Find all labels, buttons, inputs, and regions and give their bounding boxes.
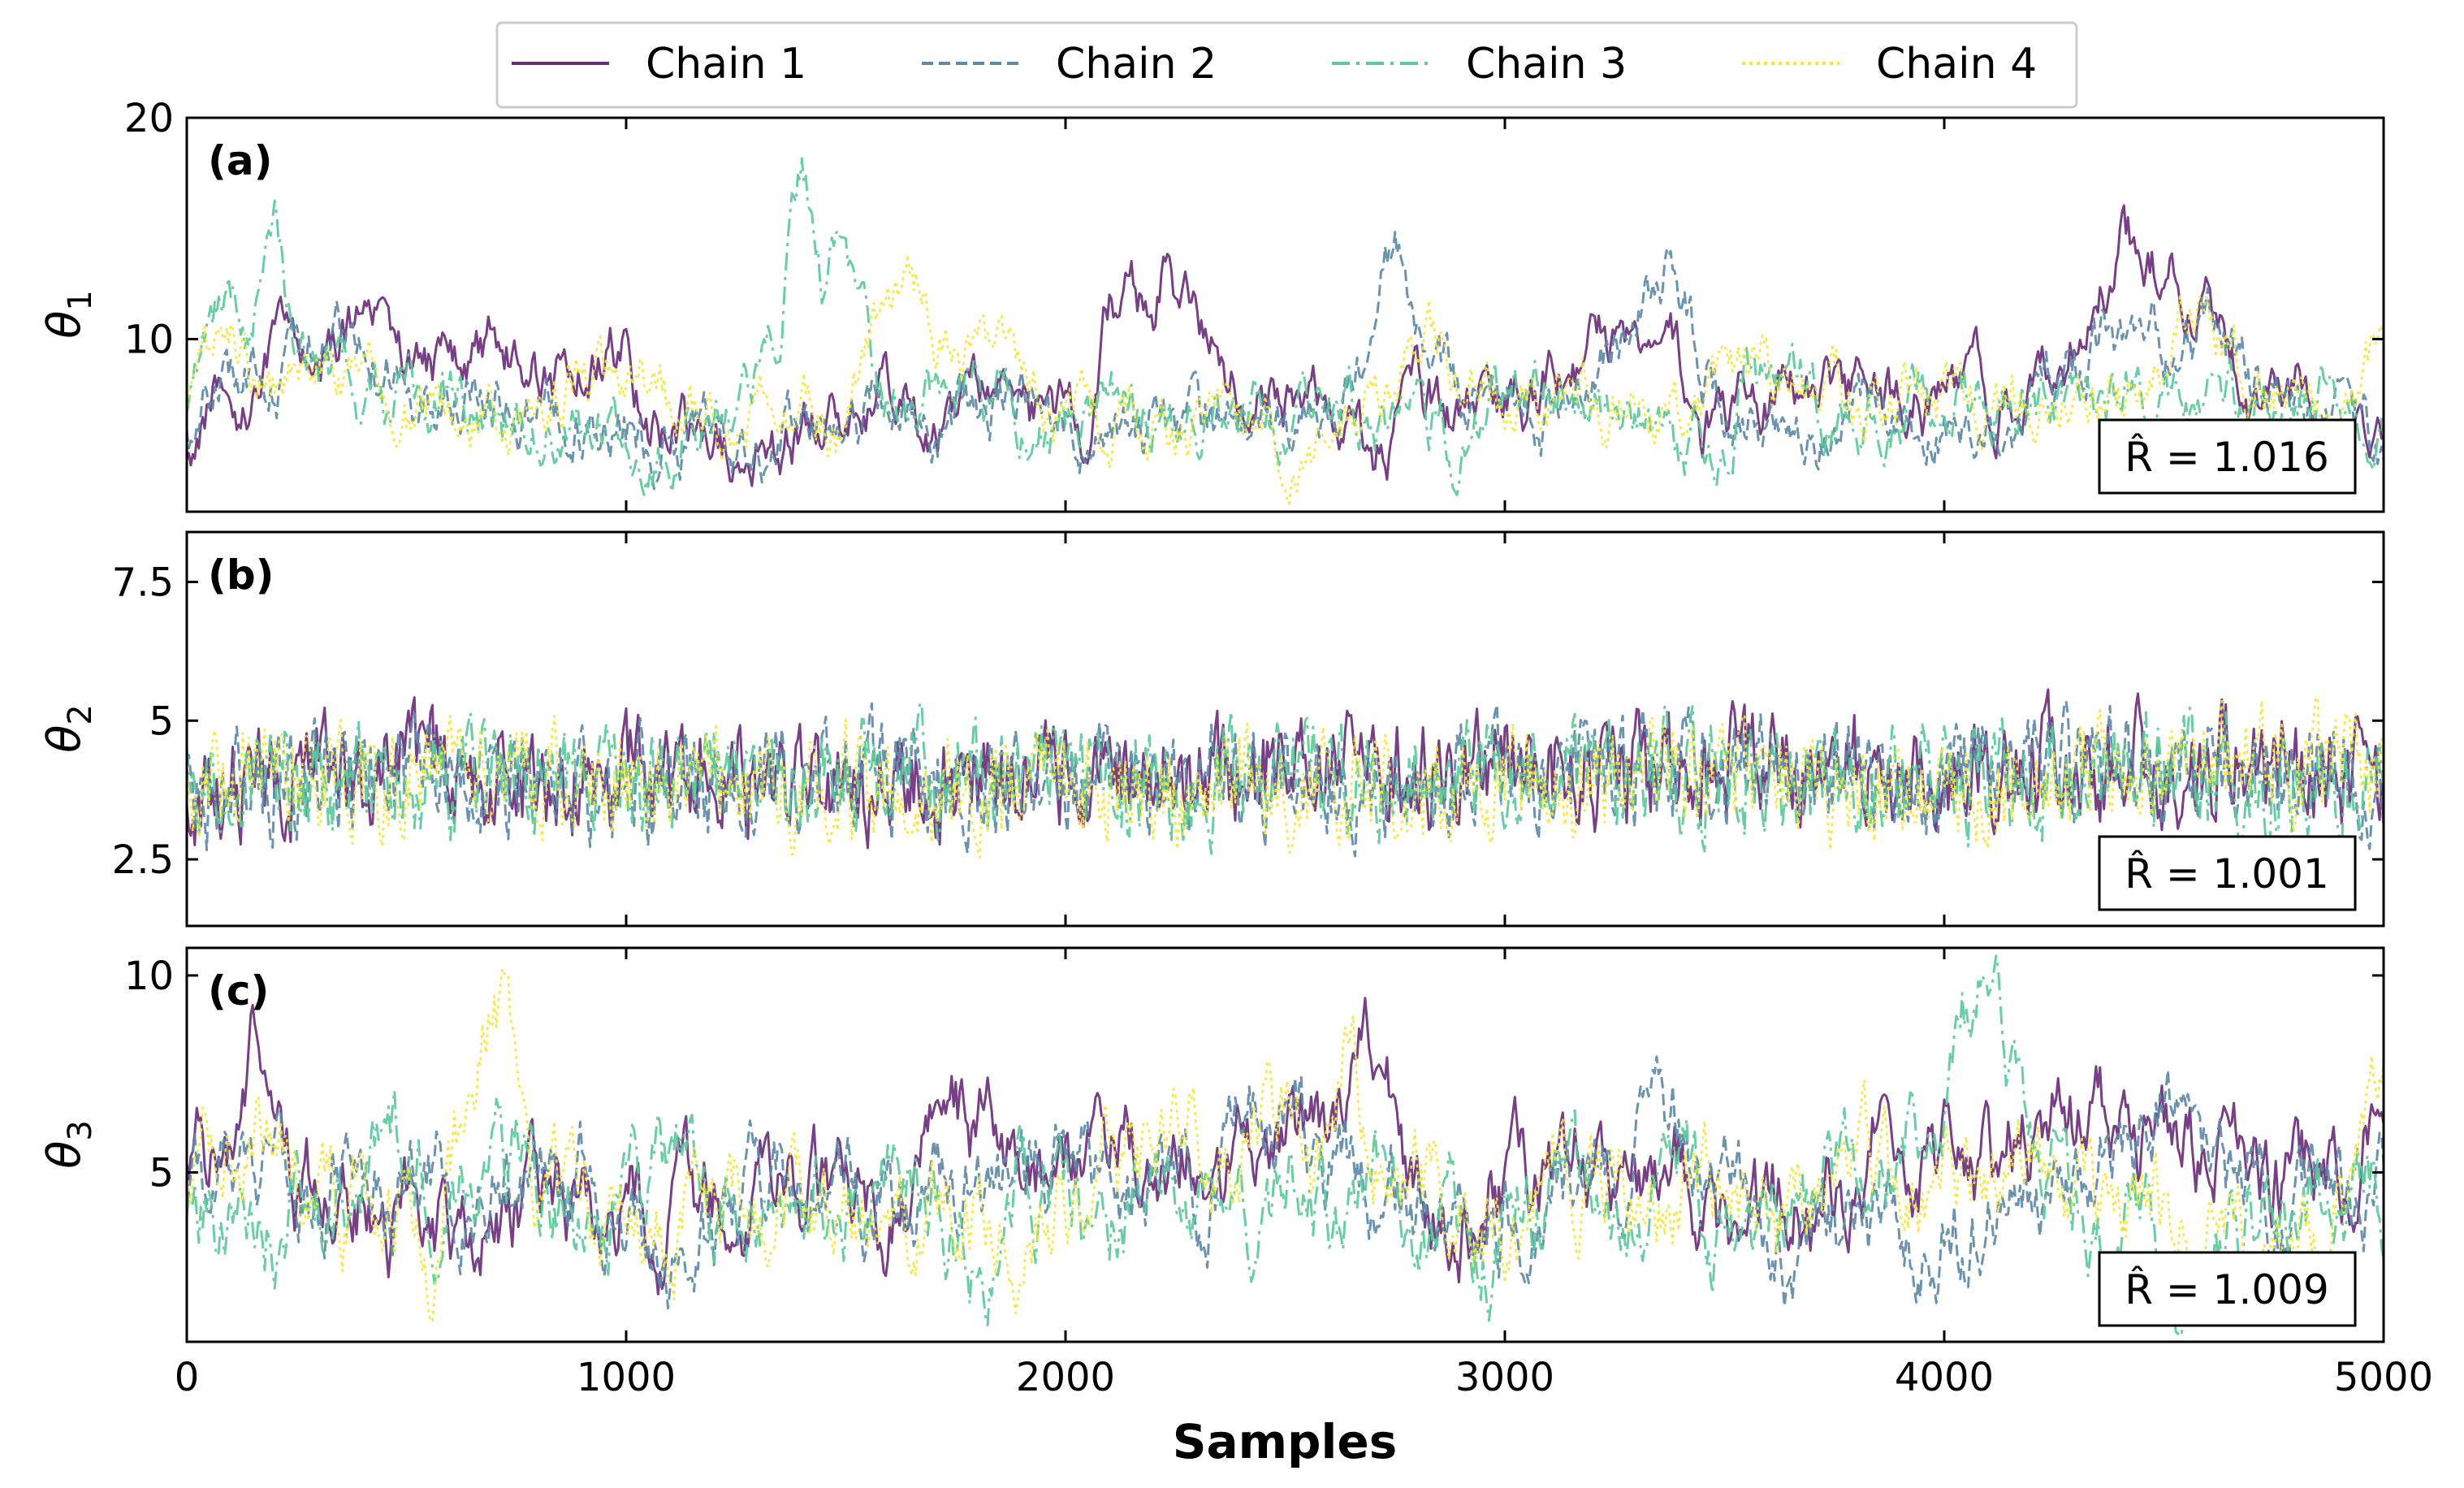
panel-c-series — [185, 954, 2385, 1335]
legend: Chain 1 Chain 2 Chain 3 Chain 4 — [495, 21, 2078, 109]
panel-c: 5 10 (c) R̂ = 1.009 θ3 — [38, 946, 2385, 1343]
panel-c-rhat-box: R̂ = 1.009 — [2098, 1251, 2357, 1327]
legend-label-chain-1: Chain 1 — [646, 40, 806, 89]
x-tick-labels: 0 1000 2000 3000 4000 5000 — [175, 1355, 2433, 1400]
panel-a: 10 20 (a) R̂ = 1.016 θ1 — [38, 96, 2385, 513]
panel-a-tag: (a) — [208, 137, 272, 184]
panel-b-series-chain-3 — [185, 701, 2385, 856]
x-tick-label: 4000 — [1895, 1355, 1994, 1400]
panel-a-series-chain-4 — [185, 253, 2385, 505]
panel-c-frame — [185, 946, 2385, 1343]
panel-b-ytick-label: 2.5 — [112, 837, 174, 883]
panel-c-ytick-label: 10 — [124, 954, 174, 999]
panel-c-ylabel: θ3 — [38, 1120, 99, 1169]
panel-b-tag: (b) — [208, 552, 274, 599]
panel-a-ticks: 10 20 — [124, 96, 2385, 512]
legend-label-chain-3: Chain 3 — [1466, 40, 1627, 89]
legend-label-chain-2: Chain 2 — [1056, 40, 1217, 89]
panel-b: 2.5 5 7.5 (b) R̂ = 1.001 θ2 — [38, 530, 2385, 928]
x-tick-label: 2000 — [1016, 1355, 1115, 1400]
panel-b-frame — [185, 530, 2385, 928]
panel-b-series — [185, 688, 2385, 859]
x-tick-label: 3000 — [1455, 1355, 1554, 1400]
panel-c-ytick-label: 5 — [149, 1150, 174, 1196]
panel-c-series-chain-1 — [185, 997, 2385, 1296]
x-tick-label: 1000 — [577, 1355, 676, 1400]
panel-c-tag: (c) — [208, 967, 269, 1014]
x-tick-label: 0 — [175, 1355, 200, 1400]
panel-b-ytick-label: 5 — [149, 699, 174, 744]
panel-a-ylabel: θ1 — [38, 290, 99, 339]
panel-a-series-chain-3 — [185, 157, 2385, 496]
panel-a-ytick-label: 10 — [124, 317, 174, 362]
panel-b-ylabel: θ2 — [38, 704, 99, 753]
panel-c-series-chain-4 — [185, 967, 2385, 1323]
panel-b-ticks: 2.5 5 7.5 — [112, 532, 2385, 926]
legend-frame — [495, 21, 2078, 109]
panel-b-series-chain-4 — [185, 696, 2385, 859]
panel-c-series-chain-2 — [185, 1055, 2385, 1310]
x-tick-label: 5000 — [2334, 1355, 2433, 1400]
panel-a-rhat-box: R̂ = 1.016 — [2098, 418, 2357, 495]
panel-a-ytick-label: 20 — [124, 96, 174, 141]
panel-a-rhat: R̂ = 1.016 — [2125, 433, 2329, 481]
panel-b-rhat-box: R̂ = 1.001 — [2098, 835, 2357, 911]
x-axis-label: Samples — [1173, 1414, 1398, 1469]
panel-b-rhat: R̂ = 1.001 — [2125, 850, 2329, 898]
legend-entries: Chain 1 Chain 2 Chain 3 Chain 4 — [512, 40, 2037, 89]
panel-a-series — [185, 157, 2385, 505]
panel-c-series-chain-3 — [185, 954, 2385, 1335]
legend-label-chain-4: Chain 4 — [1876, 40, 2037, 89]
panel-c-rhat: R̂ = 1.009 — [2125, 1265, 2329, 1313]
panel-c-ticks: 5 10 — [124, 948, 2385, 1342]
panel-a-frame — [185, 116, 2385, 513]
panel-b-ytick-label: 7.5 — [112, 560, 174, 605]
panel-a-series-chain-2 — [185, 231, 2385, 491]
